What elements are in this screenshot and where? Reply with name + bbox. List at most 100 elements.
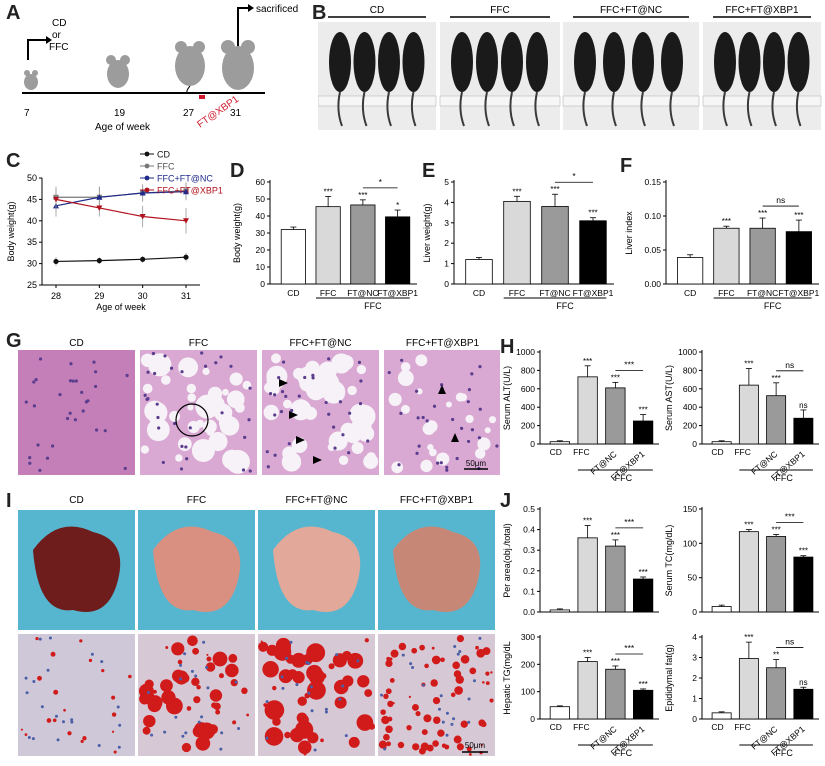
lipid-stain <box>485 671 490 676</box>
lipid-droplet <box>397 370 414 387</box>
photo-mouse-tail-1-0 <box>459 91 465 127</box>
data-point <box>139 214 146 220</box>
x-tick-label: FFC <box>734 722 751 732</box>
lipid-droplet <box>229 372 243 386</box>
lipid-droplet <box>291 437 308 454</box>
y-tick-label: 200 <box>521 421 535 431</box>
nucleus <box>68 379 73 383</box>
nucleus <box>161 460 165 465</box>
nucleus <box>145 397 149 402</box>
bar-FT@NC <box>350 204 376 285</box>
nucleus <box>34 378 38 382</box>
lipid-droplet <box>161 375 171 385</box>
nucleus-stain <box>401 653 405 657</box>
lipid-stain <box>424 663 429 669</box>
lipid-stain <box>433 716 441 724</box>
lipid-stain <box>264 700 285 720</box>
lipid-stain <box>212 651 228 667</box>
x-tick-label: CD <box>711 722 723 732</box>
lipid-stain <box>289 727 305 743</box>
nucleus <box>432 404 437 408</box>
x-tick-label: 29 <box>94 291 104 301</box>
y-tick-label: 300 <box>521 632 535 642</box>
nucleus <box>333 446 337 450</box>
lipid-stain <box>52 718 57 723</box>
x-tick-label: FFC <box>718 288 735 298</box>
bar-FFC <box>577 376 598 445</box>
panel-a-timeline: CD or FFC sacrificed 7 19 27 31 Age of w… <box>22 4 298 133</box>
photo-mouse-tail-2-3 <box>669 91 675 127</box>
x-tick-label: FT@NC <box>347 288 378 298</box>
y-tick-label: 45 <box>27 194 37 204</box>
lipid-stain <box>285 654 295 664</box>
nucleus <box>156 415 160 420</box>
bar-CD <box>549 609 570 613</box>
nucleus <box>92 360 96 364</box>
data-point <box>140 256 146 262</box>
nucleus <box>32 380 36 384</box>
series-line-3 <box>55 198 187 222</box>
lipid-stain <box>378 740 387 749</box>
nucleus <box>50 444 55 448</box>
lipid-droplet <box>415 354 428 367</box>
photo-ruler-1 <box>439 95 561 107</box>
lipid-stain <box>480 721 487 728</box>
nucleus <box>425 419 429 423</box>
tick-27: 27 <box>183 108 195 119</box>
nucleus-stain <box>467 697 471 701</box>
lipid-stain <box>80 739 84 744</box>
lipid-stain <box>440 657 445 663</box>
nucleus <box>277 376 281 380</box>
group-label: FFC <box>364 301 382 311</box>
nucleus <box>495 444 499 448</box>
panel-h-ast-bars: 0 200 400 600 800 1000 Serum AST(U/L) CD *** FFC *… <box>664 347 819 483</box>
photo-mouse-tail-0-2 <box>386 91 392 127</box>
nucleus <box>200 351 204 355</box>
nucleus-stain <box>439 694 443 698</box>
nucleus-stain <box>219 747 223 751</box>
nucleus <box>397 463 401 467</box>
nucleus <box>311 376 315 380</box>
y-axis-label: Body weight(g) <box>232 203 242 263</box>
lipid-droplet <box>477 437 491 451</box>
nucleus <box>146 370 150 374</box>
lipid-stain <box>431 655 441 665</box>
nucleus-stain <box>409 662 413 666</box>
x-tick-label: CD <box>473 288 485 298</box>
nucleus-stain <box>453 644 457 648</box>
y-tick-label: 5 <box>444 177 449 187</box>
nucleus-stain <box>450 722 454 726</box>
panel-letter-i: I <box>6 490 12 512</box>
nucleus <box>28 461 32 465</box>
y-tick-label: 2 <box>444 238 449 248</box>
lipid-stain <box>111 712 117 717</box>
lipid-stain <box>453 735 462 744</box>
lipid-droplet <box>222 388 229 396</box>
lipid-stain <box>284 731 291 739</box>
panel-letter-f: F <box>620 155 633 177</box>
lipid-droplet <box>351 442 364 455</box>
bar-FT@NC <box>766 667 787 720</box>
bar-CD <box>549 441 570 445</box>
y-tick-label: 0.3 <box>523 545 535 555</box>
nucleus <box>477 436 482 440</box>
panel-letter-b: B <box>312 2 327 24</box>
nucleus-stain <box>265 700 269 704</box>
y-tick-label: 20 <box>256 245 266 255</box>
nucleus <box>279 410 284 414</box>
nucleus-stain <box>324 707 328 711</box>
nucleus <box>188 426 192 430</box>
nucleus <box>219 355 223 359</box>
x-tick-label: FFC <box>573 447 590 457</box>
bar-FT@XBP1 <box>793 556 814 613</box>
panel-g-histology: CD FFC FFC+FT@NC FFC+FT@XBP1 50μm <box>18 338 500 475</box>
nucleus <box>359 379 363 383</box>
nucleus-stain <box>445 733 449 737</box>
nucleus <box>347 451 351 455</box>
significance-label: *** <box>758 209 767 218</box>
nucleus <box>357 360 362 364</box>
bar-CD <box>711 441 732 445</box>
nucleus <box>366 439 370 443</box>
lipid-droplet <box>202 367 210 376</box>
nucleus-stain <box>441 720 445 724</box>
